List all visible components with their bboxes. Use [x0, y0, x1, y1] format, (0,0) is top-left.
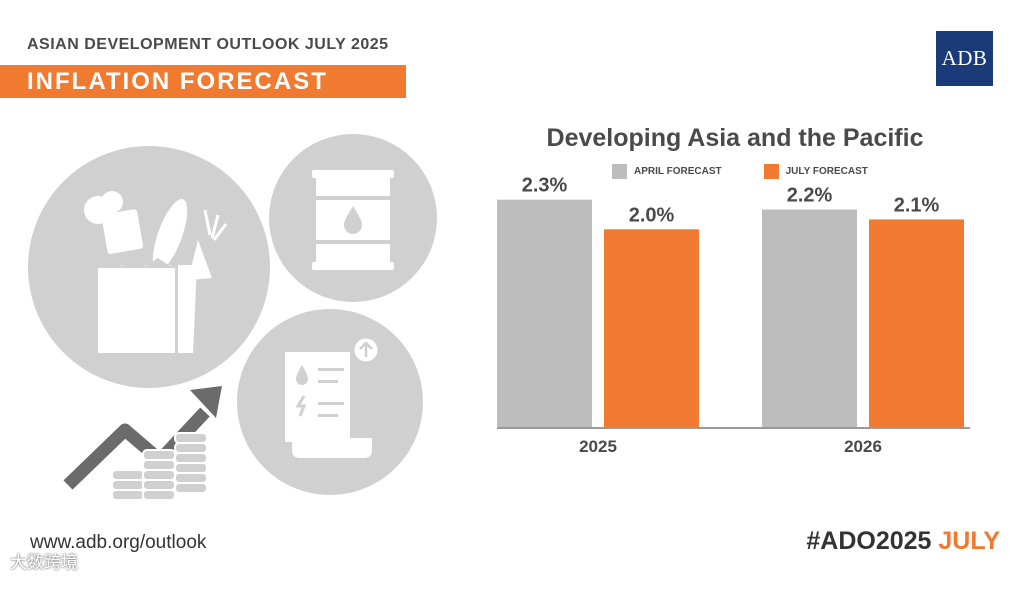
oil-barrel-icon	[312, 170, 394, 270]
legend-label-july: JULY FORECAST	[785, 166, 868, 177]
watermark: 大数跨境	[10, 553, 78, 572]
illustration	[28, 134, 437, 501]
legend-swatch-july	[763, 164, 779, 179]
coin-stack-icon	[111, 432, 208, 501]
data-label-2026-april: 2.2%	[787, 185, 833, 207]
hashtag-highlight: JULY	[938, 527, 1000, 555]
bar-2026-april	[762, 209, 857, 427]
bar-chart: 2.3% 2.0% 2025 2.2% 2.1% 2026	[497, 175, 970, 456]
hashtag: #ADO2025 JULY	[806, 527, 1000, 556]
bar-2025-april	[497, 199, 592, 427]
legend-item-july: JULY FORECAST	[763, 164, 868, 179]
data-label-2025-april: 2.3%	[522, 175, 568, 197]
bar-2026-july	[869, 219, 964, 427]
x-tick-label-2026: 2026	[844, 437, 882, 456]
adb-logo[interactable]: ADB	[936, 31, 993, 86]
report-subtitle: ASIAN DEVELOPMENT OUTLOOK JULY 2025	[27, 36, 389, 53]
chart-title: Developing Asia and the Pacific	[546, 124, 924, 152]
data-label-2025-july: 2.0%	[629, 204, 675, 226]
legend-item-april: APRIL FORECAST	[612, 164, 722, 179]
data-label-2026-july: 2.1%	[894, 194, 940, 216]
x-tick-label-2025: 2025	[579, 437, 617, 456]
grocery-bag-icon	[84, 191, 228, 353]
hashtag-text: #ADO2025	[806, 527, 939, 555]
page-title: INFLATION FORECAST	[27, 68, 328, 95]
title-bar	[0, 65, 406, 98]
legend-swatch-april	[612, 164, 627, 179]
legend-label-april: APRIL FORECAST	[634, 166, 722, 177]
bill-receipt-icon	[285, 335, 381, 458]
website-link[interactable]: www.adb.org/outlook	[30, 532, 207, 553]
chart-legend: APRIL FORECAST JULY FORECAST	[612, 164, 910, 179]
bar-2025-july	[604, 229, 699, 427]
